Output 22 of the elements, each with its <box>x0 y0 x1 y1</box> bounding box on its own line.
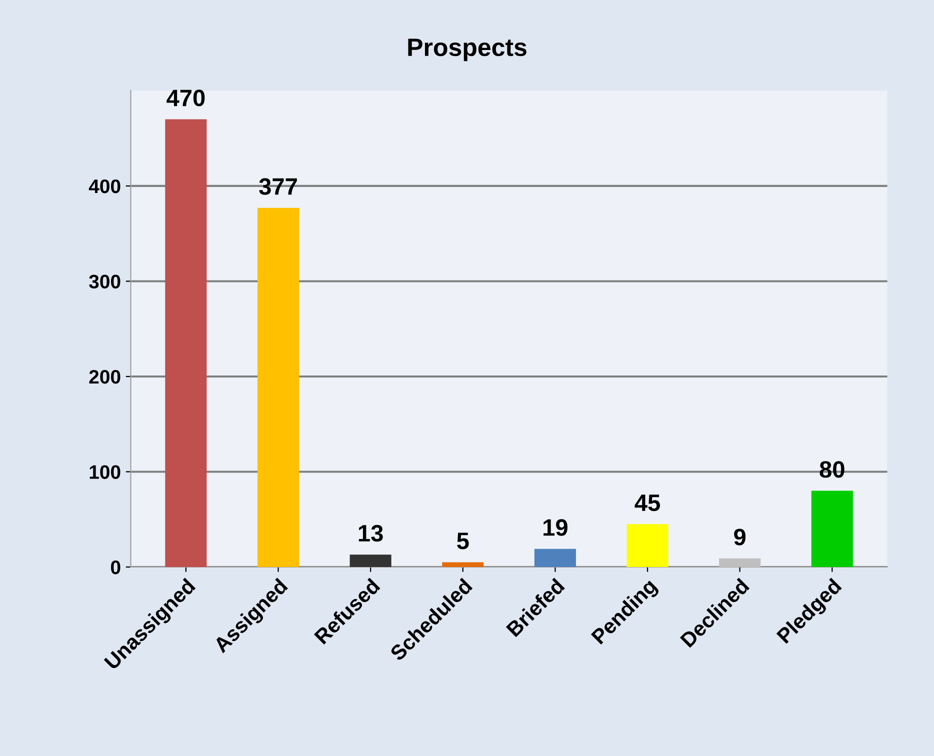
data-label: 45 <box>634 494 660 512</box>
bar <box>350 554 392 567</box>
data-label: 9 <box>734 528 746 546</box>
data-label: 19 <box>544 519 568 536</box>
bar <box>257 208 300 567</box>
bar <box>534 548 576 567</box>
y-tick-label: 400 <box>88 179 120 194</box>
y-tick-label: 300 <box>89 274 120 288</box>
y-tick-label: 100 <box>90 465 120 479</box>
y-tick-label: 0 <box>110 560 120 574</box>
bar <box>442 562 484 567</box>
data-label: 13 <box>358 524 383 542</box>
y-tick-label: 200 <box>89 370 120 384</box>
data-label: 377 <box>259 178 297 195</box>
bar <box>719 558 761 567</box>
chart-title: Prospects <box>408 38 526 62</box>
data-label: 5 <box>457 532 469 550</box>
bar <box>165 119 207 567</box>
data-label: 80 <box>820 461 844 478</box>
data-label: 470 <box>166 90 205 106</box>
bar <box>626 524 668 567</box>
bar <box>811 490 853 567</box>
